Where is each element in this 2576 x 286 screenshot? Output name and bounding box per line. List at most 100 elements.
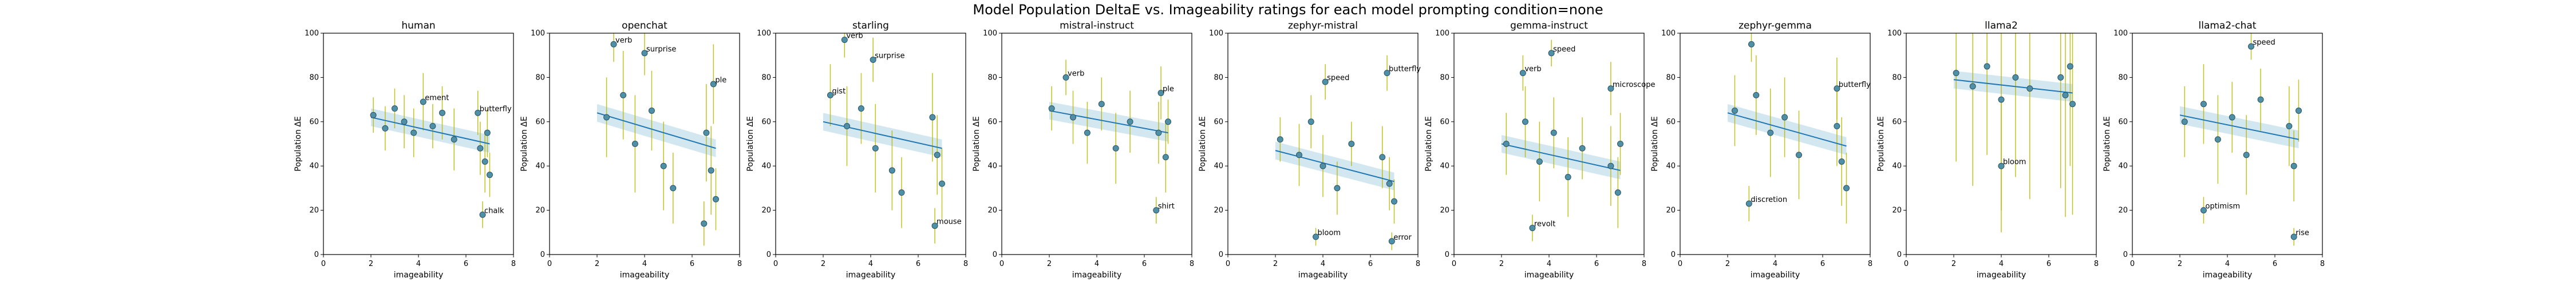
fit-line bbox=[1049, 110, 1168, 134]
data-point bbox=[1843, 185, 1850, 192]
y-tick-label: 80 bbox=[1892, 73, 1902, 82]
x-tick-label: 2 bbox=[1273, 260, 1278, 268]
x-tick-label: 8 bbox=[1416, 260, 1420, 268]
x-tick-label: 6 bbox=[1820, 260, 1825, 268]
data-point bbox=[1153, 207, 1160, 214]
y-tick-label: 100 bbox=[1435, 29, 1449, 38]
y-tick-label: 80 bbox=[987, 73, 997, 82]
point-label: bloom bbox=[2003, 158, 2026, 166]
x-axis-label: imageability bbox=[394, 271, 444, 280]
x-tick-label: 4 bbox=[1773, 260, 1777, 268]
x-axis-label: imageability bbox=[1977, 271, 2026, 280]
y-tick-label: 80 bbox=[535, 73, 545, 82]
y-tick-label: 100 bbox=[1887, 29, 1902, 38]
data-point bbox=[1781, 114, 1788, 121]
point-label: surprise bbox=[875, 51, 904, 60]
data-point bbox=[703, 129, 710, 136]
data-point bbox=[1767, 129, 1774, 136]
y-axis-label: Population ΔE bbox=[294, 116, 303, 171]
x-tick-label: 4 bbox=[1321, 260, 1325, 268]
data-point bbox=[610, 41, 617, 47]
data-point bbox=[1998, 162, 2005, 169]
data-point bbox=[475, 109, 481, 116]
point-label: chalk bbox=[484, 206, 504, 215]
y-tick-label: 20 bbox=[309, 206, 319, 215]
data-point bbox=[1098, 101, 1105, 108]
x-tick-label: 2 bbox=[1951, 260, 1956, 268]
y-tick-label: 0 bbox=[1897, 251, 1902, 259]
y-axis-label: Population ΔE bbox=[746, 116, 755, 171]
y-tick-label: 40 bbox=[761, 162, 771, 170]
data-point bbox=[872, 145, 879, 152]
x-tick-label: 2 bbox=[1047, 260, 1052, 268]
y-tick-label: 100 bbox=[757, 29, 771, 38]
data-point bbox=[603, 114, 610, 121]
y-tick-label: 100 bbox=[2113, 29, 2128, 38]
data-point bbox=[708, 167, 714, 174]
x-axis-label: imageability bbox=[1072, 271, 1122, 280]
panel-title: human bbox=[401, 20, 435, 31]
data-point bbox=[1731, 107, 1738, 114]
data-point bbox=[870, 56, 876, 63]
x-tick-label: 8 bbox=[963, 260, 968, 268]
x-tick-label: 6 bbox=[916, 260, 920, 268]
data-point bbox=[841, 37, 848, 43]
x-tick-label: 8 bbox=[1190, 260, 1194, 268]
data-point bbox=[484, 129, 491, 136]
data-point bbox=[1998, 96, 2005, 103]
data-point bbox=[1607, 162, 1614, 169]
fit-line bbox=[370, 117, 490, 145]
y-axis-label: Population ΔE bbox=[1198, 116, 1207, 171]
x-axis-label: imageability bbox=[2203, 271, 2253, 280]
data-point bbox=[1745, 200, 1752, 207]
data-point bbox=[1112, 145, 1119, 152]
data-point bbox=[620, 92, 627, 98]
fit-line bbox=[823, 121, 942, 149]
y-tick-label: 20 bbox=[987, 206, 997, 215]
data-point bbox=[2248, 43, 2254, 50]
x-tick-label: 6 bbox=[1368, 260, 1373, 268]
data-point bbox=[701, 220, 708, 227]
y-tick-label: 20 bbox=[1214, 206, 1223, 215]
point-label: speed bbox=[1553, 45, 1575, 54]
x-tick-label: 0 bbox=[321, 260, 326, 268]
point-label: rise bbox=[2296, 229, 2309, 237]
point-label: speed bbox=[2253, 38, 2275, 47]
x-tick-label: 2 bbox=[595, 260, 599, 268]
y-tick-label: 80 bbox=[1214, 73, 1223, 82]
x-tick-label: 2 bbox=[1499, 260, 1504, 268]
data-point bbox=[2069, 101, 2076, 108]
data-point bbox=[1579, 145, 1586, 152]
data-point bbox=[2290, 233, 2297, 240]
panel-title: gemma-instruct bbox=[1510, 20, 1588, 31]
y-tick-label: 40 bbox=[309, 162, 319, 170]
point-label: butterfly bbox=[1389, 65, 1421, 74]
data-point bbox=[429, 123, 436, 130]
x-axis-label: imageability bbox=[1524, 271, 1574, 280]
point-label: speed bbox=[1327, 74, 1349, 82]
fit-line bbox=[596, 112, 716, 149]
data-point bbox=[1536, 158, 1543, 165]
data-point bbox=[477, 145, 484, 152]
y-tick-label: 80 bbox=[2118, 73, 2128, 82]
y-tick-label: 40 bbox=[1892, 162, 1902, 170]
y-tick-label: 60 bbox=[1214, 118, 1223, 126]
y-axis-label: Population ΔE bbox=[1650, 116, 1660, 171]
y-tick-label: 60 bbox=[309, 118, 319, 126]
x-tick-label: 4 bbox=[1095, 260, 1099, 268]
data-point bbox=[1070, 114, 1076, 121]
x-tick-label: 6 bbox=[464, 260, 468, 268]
data-point bbox=[2181, 118, 2188, 125]
x-axis-label: imageability bbox=[1298, 271, 1348, 280]
point-label: ple bbox=[1163, 85, 1174, 93]
x-tick-label: 4 bbox=[642, 260, 647, 268]
data-point bbox=[1162, 154, 1169, 161]
fit-line bbox=[1953, 79, 2073, 94]
data-point bbox=[1348, 141, 1355, 147]
data-point bbox=[1391, 198, 1397, 205]
y-tick-label: 100 bbox=[305, 29, 319, 38]
